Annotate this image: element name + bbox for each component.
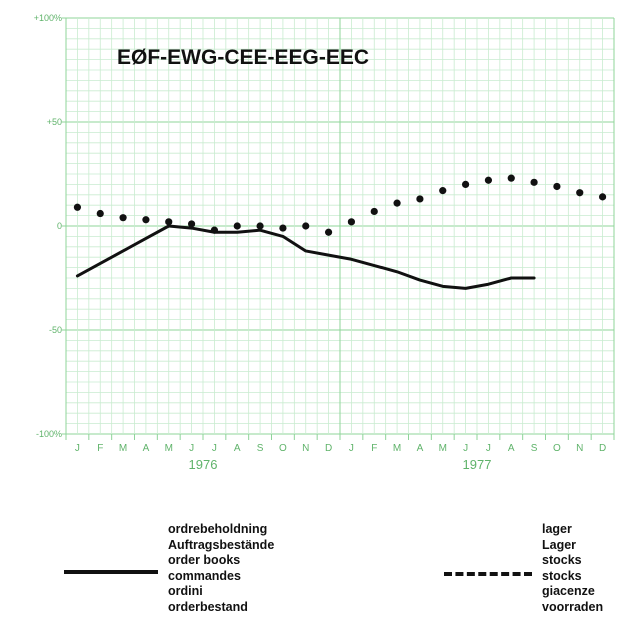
line-chart: +100% +50 0 -50 -100% J F M A M J J A S O N D J F M A M J J A S O… <box>34 13 615 472</box>
month-label: A <box>508 443 515 454</box>
month-label: M <box>439 443 447 454</box>
data-point-stocks <box>142 216 150 224</box>
chart-grid <box>62 17 615 440</box>
legend-label: orderbestand <box>168 599 248 614</box>
data-point-stocks <box>439 187 447 195</box>
month-label: J <box>75 443 80 454</box>
legend-order-books: ordrebeholdning Auftragsbestände order b… <box>168 522 274 615</box>
data-point-stocks <box>73 203 82 211</box>
legend-solid-line <box>64 570 158 574</box>
month-label: F <box>97 443 103 454</box>
data-point-stocks <box>347 218 356 226</box>
data-point-stocks <box>187 220 196 228</box>
data-point-stocks <box>96 209 104 218</box>
month-label: M <box>119 443 127 454</box>
legend-label: voorraden <box>542 599 604 614</box>
year-labels: 1976 1977 <box>189 457 492 472</box>
y-tick-label: 0 <box>57 221 62 231</box>
data-point-stocks <box>553 182 561 191</box>
month-label: D <box>599 443 606 454</box>
data-point-stocks <box>393 199 401 207</box>
month-label: A <box>143 443 150 454</box>
month-label: J <box>463 443 468 454</box>
month-label: D <box>325 443 332 454</box>
month-label: J <box>189 443 194 454</box>
data-point-stocks <box>165 218 173 226</box>
data-point-stocks <box>370 207 378 216</box>
month-label: F <box>371 443 377 454</box>
series-line-order-books <box>75 224 536 290</box>
year-label: 1976 <box>189 457 218 472</box>
data-point-stocks <box>530 178 538 186</box>
legend-label: stocks <box>542 568 582 583</box>
y-tick-label: -50 <box>49 325 62 335</box>
data-point-stocks <box>210 226 219 234</box>
legend-label: ordrebeholdning <box>168 522 268 536</box>
chart-title: EØF-EWG-CEE-EEG-EEC <box>117 46 369 69</box>
legend-label: Lager <box>542 537 577 552</box>
legend-label: lager <box>542 522 572 536</box>
legend-dashed-line <box>444 572 532 576</box>
series-layer <box>73 174 607 290</box>
data-point-stocks <box>598 193 607 201</box>
legend-label: order books <box>168 553 241 567</box>
data-point-stocks <box>279 224 287 232</box>
y-tick-label: +100% <box>34 13 62 23</box>
y-tick-label: +50 <box>47 117 62 127</box>
month-label: N <box>302 443 309 454</box>
month-label: J <box>212 443 217 454</box>
month-label: S <box>257 443 264 454</box>
data-point-stocks <box>119 214 127 222</box>
month-label: S <box>531 443 538 454</box>
data-point-stocks <box>576 189 584 197</box>
month-label: J <box>349 443 354 454</box>
y-axis-ticks: +100% +50 0 -50 -100% <box>34 13 62 439</box>
legend-label: giacenze <box>542 584 595 598</box>
legend-stocks: lager Lager stocks stocks giacenze voorr… <box>542 522 603 615</box>
legend-label: Auftragsbestände <box>168 537 275 552</box>
legend-label: ordini <box>168 584 203 598</box>
data-point-stocks <box>416 195 424 203</box>
data-point-stocks <box>461 180 470 188</box>
data-point-stocks <box>256 222 264 230</box>
legend-label: stocks <box>542 553 582 567</box>
month-label: A <box>417 443 424 454</box>
data-point-stocks <box>507 174 515 182</box>
month-label: A <box>234 443 241 454</box>
month-label: M <box>393 443 401 454</box>
month-label: O <box>279 443 287 454</box>
year-label: 1977 <box>463 457 492 472</box>
data-point-stocks <box>484 176 493 184</box>
y-tick-label: -100% <box>36 429 62 439</box>
month-label: M <box>165 443 173 454</box>
data-point-stocks <box>302 222 310 230</box>
data-point-stocks <box>324 228 333 236</box>
month-label: J <box>486 443 491 454</box>
month-label: O <box>553 443 561 454</box>
legend-label: commandes <box>168 568 241 583</box>
data-point-stocks <box>233 222 241 230</box>
month-label: N <box>576 443 583 454</box>
